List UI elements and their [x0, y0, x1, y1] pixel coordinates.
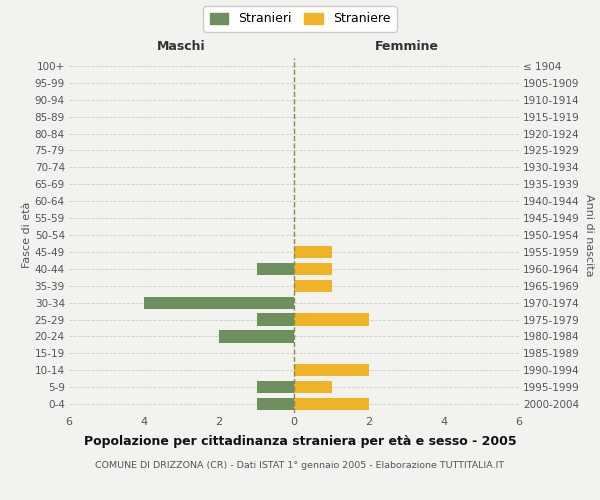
Bar [257, 398, 294, 410]
Text: Maschi: Maschi [157, 40, 206, 54]
Bar [294, 314, 369, 326]
Bar [294, 398, 369, 410]
Text: Popolazione per cittadinanza straniera per età e sesso - 2005: Popolazione per cittadinanza straniera p… [83, 435, 517, 448]
Bar [219, 330, 294, 342]
Bar [294, 381, 331, 393]
Legend: Stranieri, Straniere: Stranieri, Straniere [203, 6, 397, 32]
Bar [294, 246, 331, 258]
Bar [294, 364, 369, 376]
Bar [257, 381, 294, 393]
Text: COMUNE DI DRIZZONA (CR) - Dati ISTAT 1° gennaio 2005 - Elaborazione TUTTITALIA.I: COMUNE DI DRIZZONA (CR) - Dati ISTAT 1° … [95, 461, 505, 470]
Text: Femmine: Femmine [374, 40, 439, 54]
Bar [257, 314, 294, 326]
Bar [294, 280, 331, 292]
Bar [144, 296, 294, 308]
Y-axis label: Anni di nascita: Anni di nascita [584, 194, 594, 276]
Bar [257, 262, 294, 275]
Bar [294, 262, 331, 275]
Y-axis label: Fasce di età: Fasce di età [22, 202, 32, 268]
